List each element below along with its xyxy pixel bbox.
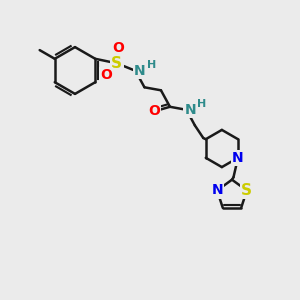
Text: N: N xyxy=(134,64,146,78)
Text: H: H xyxy=(147,60,156,70)
Text: H: H xyxy=(197,99,206,110)
Text: O: O xyxy=(148,104,160,118)
Text: O: O xyxy=(112,41,124,55)
Text: N: N xyxy=(232,151,244,165)
Text: N: N xyxy=(184,103,196,117)
Text: S: S xyxy=(241,183,252,198)
Text: S: S xyxy=(111,56,122,71)
Text: O: O xyxy=(100,68,112,82)
Text: N: N xyxy=(211,184,223,197)
